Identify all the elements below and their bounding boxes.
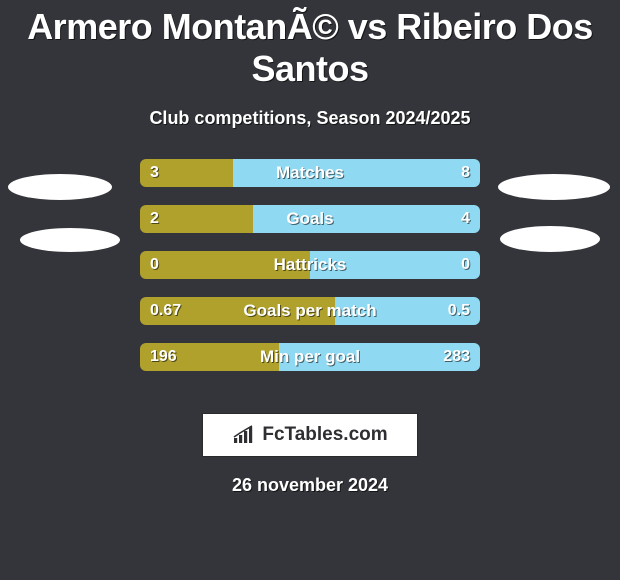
stat-bar-left <box>140 343 279 371</box>
player-photo-placeholder <box>8 174 112 200</box>
stat-bar-right <box>253 205 480 233</box>
stat-bars-container: Matches38 Goals24 Hattricks00 Goals per mat… <box>140 159 480 389</box>
bar-chart-icon <box>232 425 256 445</box>
stat-bar-right <box>233 159 480 187</box>
player-photo-placeholder <box>500 226 600 252</box>
stat-row: Matches38 <box>140 159 480 187</box>
stat-row: Goals24 <box>140 205 480 233</box>
stat-bar-left <box>140 205 253 233</box>
player-photo-placeholder <box>498 174 610 200</box>
stat-bar-right <box>310 251 480 279</box>
stat-bar-right <box>279 343 480 371</box>
brand-text: FcTables.com <box>262 424 387 446</box>
stat-row: Goals per match0.670.5 <box>140 297 480 325</box>
stat-bar-left <box>140 251 310 279</box>
date-caption: 26 november 2024 <box>0 475 620 496</box>
comparison-chart: Matches38 Goals24 Hattricks00 Goals per mat… <box>0 159 620 399</box>
stat-row: Hattricks00 <box>140 251 480 279</box>
brand-badge[interactable]: FcTables.com <box>202 413 418 457</box>
stat-row: Min per goal196283 <box>140 343 480 371</box>
stat-bar-left <box>140 297 335 325</box>
stat-bar-right <box>335 297 480 325</box>
page-subtitle: Club competitions, Season 2024/2025 <box>0 108 620 129</box>
stat-bar-left <box>140 159 233 187</box>
player-photo-placeholder <box>20 228 120 252</box>
page-title: Armero MontanÃ© vs Ribeiro Dos Santos <box>0 0 620 90</box>
